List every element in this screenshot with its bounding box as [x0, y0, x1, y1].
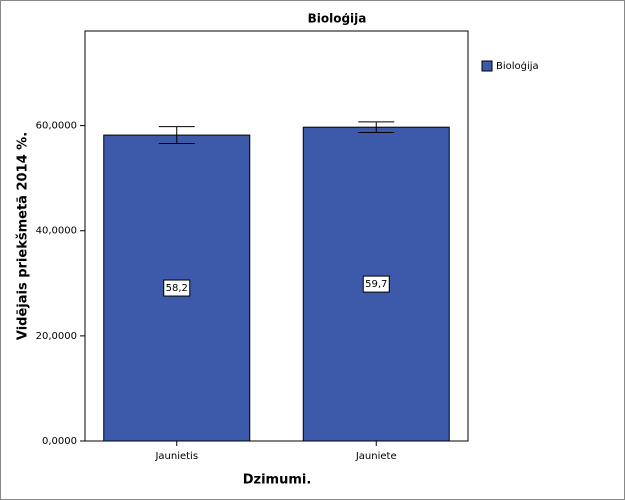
y-axis-label: Vidējais priekšmetā 2014 %.: [16, 132, 31, 340]
y-tick-label: 0,0000: [42, 436, 77, 447]
legend-swatch: [481, 60, 493, 72]
y-tick-label: 40,0000: [36, 226, 77, 237]
legend-label: Bioloģija: [496, 61, 539, 72]
value-label: 59,7: [365, 279, 387, 290]
y-tick-label: 20,0000: [36, 331, 77, 342]
chart-title: Bioloģija: [308, 12, 367, 26]
x-tick-label: Jaunietis: [154, 451, 198, 462]
x-tick-label: Jauniete: [355, 451, 397, 462]
value-label-box: [362, 275, 390, 293]
value-label-box: [163, 279, 191, 297]
y-tick-label: 60,0000: [36, 121, 77, 132]
value-label: 58,2: [166, 283, 188, 294]
x-axis-label: Dzimumi.: [243, 473, 312, 488]
